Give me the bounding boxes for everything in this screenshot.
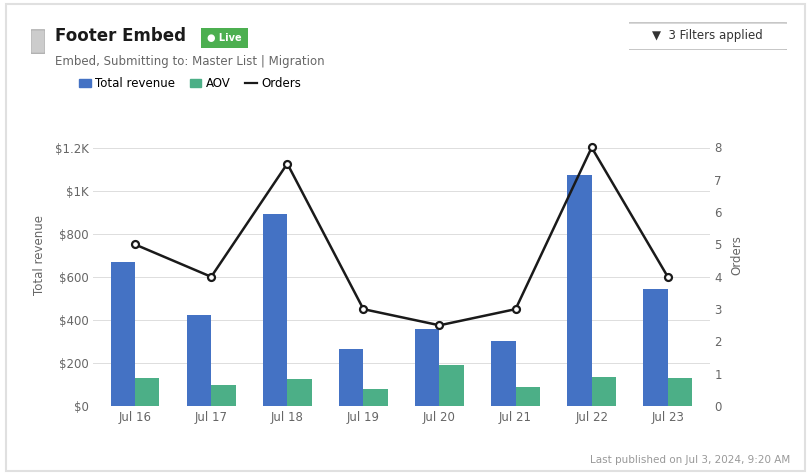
- Bar: [667, 378, 692, 406]
- Bar: [287, 379, 311, 406]
- FancyBboxPatch shape: [197, 26, 252, 49]
- Legend: Total revenue, AOV, Orders: Total revenue, AOV, Orders: [79, 77, 302, 90]
- FancyBboxPatch shape: [622, 23, 792, 50]
- Text: ▼  3 Filters applied: ▼ 3 Filters applied: [652, 29, 763, 42]
- Bar: [592, 377, 616, 406]
- Bar: [111, 262, 135, 406]
- FancyBboxPatch shape: [31, 30, 45, 53]
- Bar: [187, 314, 211, 406]
- Bar: [363, 389, 388, 406]
- Bar: [516, 387, 540, 406]
- Bar: [263, 214, 287, 406]
- Y-axis label: Total revenue: Total revenue: [33, 215, 46, 295]
- Bar: [643, 289, 667, 406]
- Bar: [568, 174, 592, 406]
- Text: Last published on Jul 3, 2024, 9:20 AM: Last published on Jul 3, 2024, 9:20 AM: [590, 455, 791, 465]
- Bar: [135, 378, 160, 406]
- Text: ● Live: ● Live: [208, 32, 242, 43]
- Text: Footer Embed: Footer Embed: [55, 27, 187, 45]
- Y-axis label: Orders: Orders: [731, 236, 744, 275]
- Text: Embed, Submitting to: Master List | Migration: Embed, Submitting to: Master List | Migr…: [55, 55, 324, 68]
- Bar: [415, 329, 440, 406]
- Bar: [339, 349, 363, 406]
- Bar: [491, 342, 516, 406]
- Bar: [211, 385, 235, 406]
- Bar: [440, 365, 464, 406]
